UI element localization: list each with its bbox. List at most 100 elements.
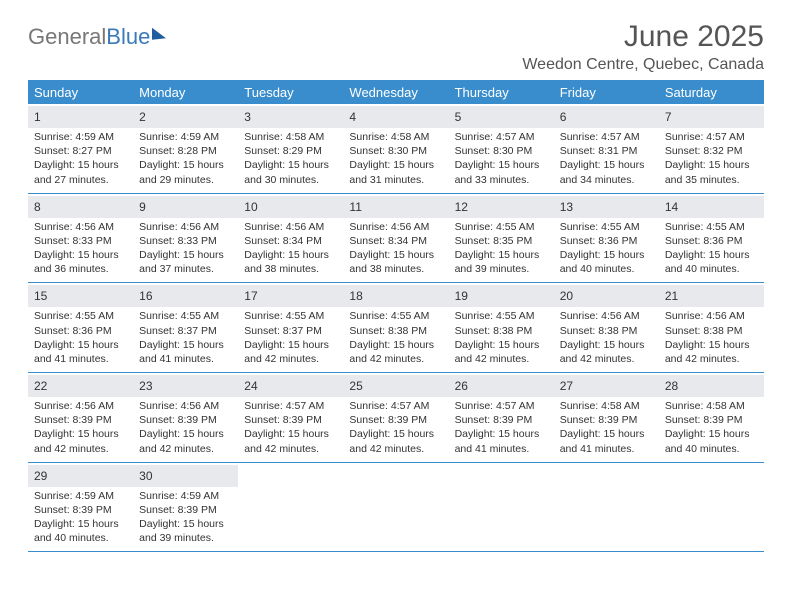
daynum-row: 19 [449, 285, 554, 307]
calendar-cell: 29Sunrise: 4:59 AMSunset: 8:39 PMDayligh… [28, 463, 133, 552]
day-number: 26 [455, 379, 468, 393]
calendar-cell: 11Sunrise: 4:56 AMSunset: 8:34 PMDayligh… [343, 194, 448, 283]
logo-text-2: Blue [106, 24, 150, 50]
daylight-line: Daylight: 15 hours and 42 minutes. [665, 338, 758, 366]
sunset-line: Sunset: 8:36 PM [665, 234, 758, 248]
daynum-row: 22 [28, 375, 133, 397]
day-number: 5 [455, 110, 462, 124]
calendar-cell: 6Sunrise: 4:57 AMSunset: 8:31 PMDaylight… [554, 104, 659, 193]
day-number: 1 [34, 110, 41, 124]
daylight-line: Daylight: 15 hours and 42 minutes. [244, 427, 337, 455]
daylight-line: Daylight: 15 hours and 27 minutes. [34, 158, 127, 186]
day-number: 19 [455, 289, 468, 303]
calendar-cell: 19 Sunrise: 4:55 AMSunset: 8:38 PMDayligh… [449, 283, 554, 372]
calendar-cell: 17Sunrise: 4:55 AMSunset: 8:37 PMDayligh… [238, 283, 343, 372]
daylight-line: Daylight: 15 hours and 42 minutes. [560, 338, 653, 366]
sunrise-line: Sunrise: 4:58 AM [665, 399, 758, 413]
sunset-line: Sunset: 8:39 PM [139, 413, 232, 427]
sunset-line: Sunset: 8:37 PM [244, 324, 337, 338]
daynum-row: 24 [238, 375, 343, 397]
sunrise-line: Sunrise: 4:56 AM [665, 309, 758, 323]
daynum-row: 10 [238, 196, 343, 218]
day-number: 12 [455, 200, 468, 214]
calendar-cell [554, 463, 659, 552]
sunrise-line: Sunrise: 4:55 AM [560, 220, 653, 234]
day-detail: Sunrise: 4:57 AMSunset: 8:30 PMDaylight:… [455, 130, 548, 187]
daylight-line: Daylight: 15 hours and 42 minutes. [139, 427, 232, 455]
calendar-week: 15Sunrise: 4:55 AMSunset: 8:36 PMDayligh… [28, 282, 764, 372]
daynum-row: 9 [133, 196, 238, 218]
sunset-line: Sunset: 8:39 PM [34, 503, 127, 517]
daynum-row: 4 [343, 106, 448, 128]
day-detail: Sunrise: 4:56 AMSunset: 8:38 PMDaylight:… [665, 309, 758, 366]
daylight-line: Daylight: 15 hours and 36 minutes. [34, 248, 127, 276]
location-text: Weedon Centre, Quebec, Canada [522, 56, 764, 74]
calendar-cell: 7Sunrise: 4:57 AMSunset: 8:32 PMDaylight… [659, 104, 764, 193]
sunrise-line: Sunrise: 4:57 AM [244, 399, 337, 413]
day-detail: Sunrise: 4:55 AMSunset: 8:36 PMDaylight:… [665, 220, 758, 277]
daylight-line: Daylight: 15 hours and 41 minutes. [560, 427, 653, 455]
daynum-row: 6 [554, 106, 659, 128]
sunrise-line: Sunrise: 4:56 AM [349, 220, 442, 234]
sunset-line: Sunset: 8:39 PM [455, 413, 548, 427]
sunrise-line: Sunrise: 4:56 AM [244, 220, 337, 234]
sunrise-line: Sunrise: 4:59 AM [34, 130, 127, 144]
day-detail: Sunrise: 4:55 AMSunset: 8:38 PMDaylight:… [455, 309, 548, 366]
calendar-cell [343, 463, 448, 552]
sunrise-line: Sunrise: 4:56 AM [34, 220, 127, 234]
day-detail: Sunrise: 4:56 AMSunset: 8:39 PMDaylight:… [139, 399, 232, 456]
day-detail: Sunrise: 4:55 AMSunset: 8:38 PMDaylight:… [349, 309, 442, 366]
calendar-cell: 22Sunrise: 4:56 AMSunset: 8:39 PMDayligh… [28, 373, 133, 462]
day-number: 7 [665, 110, 672, 124]
day-detail: Sunrise: 4:55 AMSunset: 8:35 PMDaylight:… [455, 220, 548, 277]
daylight-line: Daylight: 15 hours and 31 minutes. [349, 158, 442, 186]
sunrise-line: Sunrise: 4:55 AM [455, 309, 548, 323]
day-detail: Sunrise: 4:58 AMSunset: 8:39 PMDaylight:… [560, 399, 653, 456]
day-detail: Sunrise: 4:59 AMSunset: 8:39 PMDaylight:… [34, 489, 127, 546]
sunset-line: Sunset: 8:34 PM [244, 234, 337, 248]
daylight-line: Daylight: 15 hours and 35 minutes. [665, 158, 758, 186]
sunrise-line: Sunrise: 4:57 AM [349, 399, 442, 413]
daynum-row: 12 [449, 196, 554, 218]
day-number: 13 [560, 200, 573, 214]
daylight-line: Daylight: 15 hours and 34 minutes. [560, 158, 653, 186]
sunset-line: Sunset: 8:29 PM [244, 144, 337, 158]
calendar-cell: 18Sunrise: 4:55 AMSunset: 8:38 PMDayligh… [343, 283, 448, 372]
daynum-row: 14 [659, 196, 764, 218]
sunrise-line: Sunrise: 4:55 AM [244, 309, 337, 323]
day-header-tuesday: Tuesday [238, 81, 343, 104]
daylight-line: Daylight: 15 hours and 40 minutes. [665, 427, 758, 455]
daylight-line: Daylight: 15 hours and 41 minutes. [34, 338, 127, 366]
day-number: 9 [139, 200, 146, 214]
logo-text-1: General [28, 24, 106, 50]
daylight-line: Daylight: 15 hours and 41 minutes. [139, 338, 232, 366]
daynum-row: 7 [659, 106, 764, 128]
day-detail: Sunrise: 4:57 AMSunset: 8:39 PMDaylight:… [455, 399, 548, 456]
daynum-row: 27 [554, 375, 659, 397]
sunrise-line: Sunrise: 4:56 AM [560, 309, 653, 323]
calendar-cell: 10Sunrise: 4:56 AMSunset: 8:34 PMDayligh… [238, 194, 343, 283]
weeks-container: 1Sunrise: 4:59 AMSunset: 8:27 PMDaylight… [28, 104, 764, 551]
daynum-row: 5 [449, 106, 554, 128]
daynum-row: 20 [554, 285, 659, 307]
day-header-wednesday: Wednesday [343, 81, 448, 104]
calendar-cell [449, 463, 554, 552]
sunset-line: Sunset: 8:30 PM [455, 144, 548, 158]
daynum-row: 28 [659, 375, 764, 397]
day-number: 8 [34, 200, 41, 214]
day-detail: Sunrise: 4:57 AMSunset: 8:39 PMDaylight:… [244, 399, 337, 456]
daynum-row: 23 [133, 375, 238, 397]
day-header-saturday: Saturday [659, 81, 764, 104]
day-header-monday: Monday [133, 81, 238, 104]
daylight-line: Daylight: 15 hours and 42 minutes. [244, 338, 337, 366]
sunset-line: Sunset: 8:37 PM [139, 324, 232, 338]
sunset-line: Sunset: 8:39 PM [560, 413, 653, 427]
daynum-row: 29 [28, 465, 133, 487]
daynum-row: 3 [238, 106, 343, 128]
day-detail: Sunrise: 4:56 AMSunset: 8:38 PMDaylight:… [560, 309, 653, 366]
daylight-line: Daylight: 15 hours and 30 minutes. [244, 158, 337, 186]
daynum-row: 1 [28, 106, 133, 128]
daylight-line: Daylight: 15 hours and 33 minutes. [455, 158, 548, 186]
day-number: 24 [244, 379, 257, 393]
logo-triangle-icon [152, 26, 166, 39]
